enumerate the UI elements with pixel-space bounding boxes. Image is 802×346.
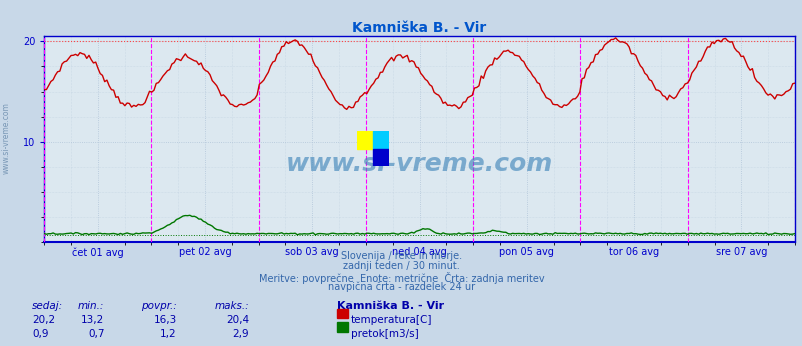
Text: sedaj:: sedaj: bbox=[32, 301, 63, 311]
Text: zadnji teden / 30 minut.: zadnji teden / 30 minut. bbox=[342, 261, 460, 271]
Text: pretok[m3/s]: pretok[m3/s] bbox=[350, 329, 418, 339]
Text: www.si-vreme.com: www.si-vreme.com bbox=[286, 152, 553, 176]
Bar bbox=[357, 131, 373, 149]
Text: 20,2: 20,2 bbox=[32, 315, 55, 325]
Text: 0,9: 0,9 bbox=[32, 329, 49, 339]
Text: Meritve: povprečne  Enote: metrične  Črta: zadnja meritev: Meritve: povprečne Enote: metrične Črta:… bbox=[258, 272, 544, 284]
Text: www.si-vreme.com: www.si-vreme.com bbox=[2, 102, 11, 174]
Bar bbox=[373, 149, 389, 166]
Bar bbox=[373, 131, 389, 149]
Text: povpr.:: povpr.: bbox=[140, 301, 176, 311]
Text: temperatura[C]: temperatura[C] bbox=[350, 315, 431, 325]
Text: Kamniška B. - Vir: Kamniška B. - Vir bbox=[337, 301, 444, 311]
Text: navpična črta - razdelek 24 ur: navpična črta - razdelek 24 ur bbox=[327, 282, 475, 292]
Text: 16,3: 16,3 bbox=[153, 315, 176, 325]
Text: 0,7: 0,7 bbox=[87, 329, 104, 339]
Title: Kamniška B. - Vir: Kamniška B. - Vir bbox=[352, 21, 486, 35]
Text: Slovenija / reke in morje.: Slovenija / reke in morje. bbox=[341, 251, 461, 261]
Text: maks.:: maks.: bbox=[214, 301, 249, 311]
Text: 1,2: 1,2 bbox=[160, 329, 176, 339]
Text: 13,2: 13,2 bbox=[81, 315, 104, 325]
Text: 2,9: 2,9 bbox=[232, 329, 249, 339]
Text: 20,4: 20,4 bbox=[225, 315, 249, 325]
Text: min.:: min.: bbox=[78, 301, 104, 311]
